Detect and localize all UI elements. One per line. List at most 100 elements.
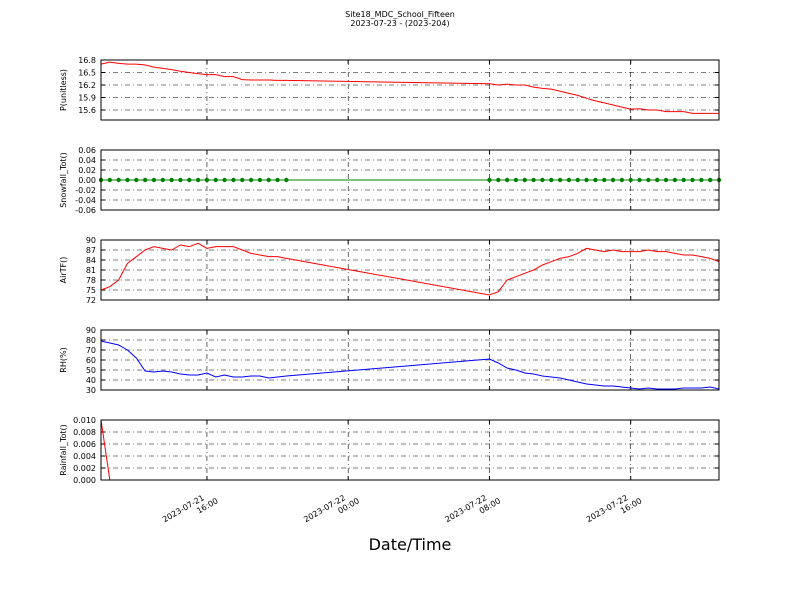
data-point bbox=[540, 177, 545, 183]
data-point bbox=[266, 177, 271, 183]
y-tick-label: 15.6 bbox=[78, 106, 96, 115]
y-tick-label: 0.010 bbox=[73, 416, 96, 425]
data-point bbox=[531, 177, 536, 183]
data-point bbox=[204, 177, 210, 183]
y-tick-label: 87 bbox=[86, 246, 96, 255]
data-point bbox=[231, 177, 236, 183]
y-tick-label: 15.9 bbox=[78, 94, 96, 103]
data-point bbox=[240, 177, 245, 183]
x-tick-label: 2023-07-21 16:00 bbox=[161, 488, 220, 533]
data-point bbox=[275, 177, 280, 183]
plot-frame bbox=[100, 239, 720, 301]
data-point bbox=[690, 177, 695, 183]
y-tick-label: -0.02 bbox=[75, 186, 96, 195]
y-tick-label: 0.002 bbox=[73, 464, 96, 473]
data-point bbox=[646, 177, 651, 183]
plot-frame bbox=[100, 59, 720, 121]
y-tick-label: 84 bbox=[86, 256, 96, 265]
data-point bbox=[284, 177, 289, 183]
y-axis-title: P(unitless) bbox=[59, 69, 68, 111]
plot-frame bbox=[100, 419, 720, 481]
y-tick-label: 0.06 bbox=[78, 146, 96, 155]
data-point bbox=[213, 177, 218, 183]
y-tick-label: 16.8 bbox=[78, 56, 96, 65]
y-tick-label: 90 bbox=[86, 236, 96, 245]
data-line bbox=[100, 61, 719, 114]
data-point bbox=[134, 177, 139, 183]
data-point bbox=[116, 177, 121, 183]
y-axis-title: AirTF() bbox=[59, 257, 68, 284]
data-point bbox=[169, 177, 174, 183]
data-point bbox=[178, 177, 183, 183]
data-line bbox=[100, 419, 719, 481]
data-line bbox=[100, 242, 720, 296]
data-point bbox=[699, 177, 704, 183]
data-point bbox=[549, 177, 554, 183]
y-tick-label: 0.04 bbox=[78, 156, 96, 165]
y-axis-title: RH(%) bbox=[59, 347, 68, 372]
data-point bbox=[504, 177, 510, 183]
y-tick-label: 0.004 bbox=[73, 452, 96, 461]
data-point bbox=[575, 177, 580, 183]
y-tick-label: 72 bbox=[86, 296, 96, 305]
data-point bbox=[496, 177, 501, 183]
y-tick-label: 40 bbox=[86, 376, 96, 385]
data-point bbox=[602, 177, 607, 183]
x-tick-label: 2023-07-22 00:00 bbox=[302, 488, 361, 533]
y-tick-label: 0.02 bbox=[78, 166, 96, 175]
data-point bbox=[637, 177, 642, 183]
chart-title: Site18_MDC_School_Fifteen bbox=[345, 10, 455, 19]
x-tick-label: 2023-07-22 16:00 bbox=[585, 488, 644, 533]
x-tick-label: 2023-07-22 08:00 bbox=[443, 488, 502, 533]
data-point bbox=[566, 177, 572, 183]
y-tick-label: -0.04 bbox=[75, 196, 96, 205]
data-point bbox=[142, 177, 148, 183]
data-point bbox=[487, 177, 492, 183]
data-point bbox=[107, 177, 113, 183]
data-point bbox=[522, 177, 527, 183]
plot-frame bbox=[100, 329, 720, 391]
y-tick-label: 0.000 bbox=[73, 476, 96, 485]
data-point bbox=[513, 177, 519, 183]
data-point bbox=[187, 177, 192, 183]
y-tick-label: 81 bbox=[86, 266, 96, 275]
y-tick-label: 16.5 bbox=[78, 69, 96, 78]
data-point bbox=[593, 177, 598, 183]
data-point bbox=[655, 177, 660, 183]
data-point bbox=[681, 177, 686, 183]
data-point bbox=[628, 177, 633, 183]
data-point bbox=[557, 177, 563, 183]
data-point bbox=[195, 177, 201, 183]
y-tick-label: -0.06 bbox=[75, 206, 96, 215]
data-point bbox=[672, 177, 678, 183]
y-tick-label: 0.006 bbox=[73, 440, 96, 449]
y-tick-label: 30 bbox=[86, 386, 96, 395]
data-point bbox=[222, 177, 227, 183]
x-axis-title: Date/Time bbox=[369, 535, 452, 554]
y-tick-label: 50 bbox=[86, 366, 96, 375]
data-point bbox=[160, 177, 165, 183]
y-tick-label: 90 bbox=[86, 326, 96, 335]
data-point bbox=[663, 177, 669, 183]
data-point bbox=[257, 177, 263, 183]
y-tick-label: 75 bbox=[86, 286, 96, 295]
data-point bbox=[707, 177, 713, 183]
chart-subtitle: 2023-07-23 - (2023-204) bbox=[350, 19, 449, 28]
data-point bbox=[619, 177, 625, 183]
y-tick-label: 80 bbox=[86, 336, 96, 345]
y-axis-title: Rainfall_Tot() bbox=[59, 424, 68, 476]
y-tick-label: 70 bbox=[86, 346, 96, 355]
y-axis-title: Snowfall_Tot() bbox=[59, 152, 68, 208]
data-point bbox=[584, 177, 589, 183]
data-point bbox=[610, 177, 616, 183]
y-tick-label: 78 bbox=[86, 276, 96, 285]
data-point bbox=[151, 177, 157, 183]
y-tick-label: 0.008 bbox=[73, 428, 96, 437]
data-point bbox=[248, 177, 254, 183]
data-point bbox=[125, 177, 130, 183]
y-tick-label: 60 bbox=[86, 356, 96, 365]
y-tick-label: 0.00 bbox=[78, 176, 96, 185]
plot-frame bbox=[100, 149, 720, 211]
data-line bbox=[100, 340, 720, 390]
